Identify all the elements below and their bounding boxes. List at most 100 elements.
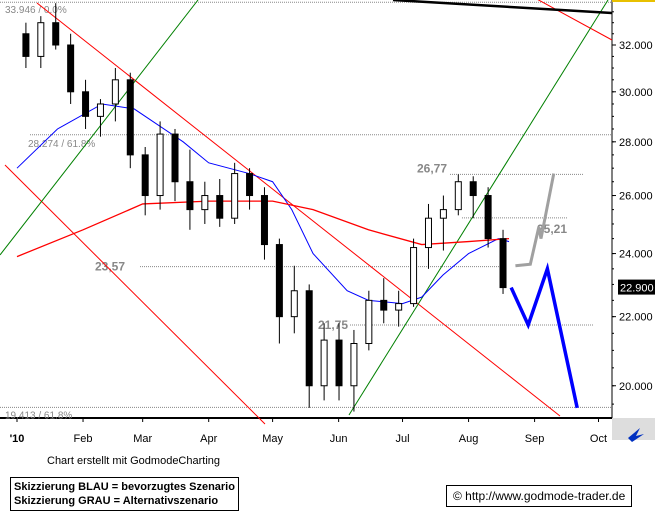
candle [171, 128, 179, 202]
candle [141, 147, 149, 216]
candle-body [320, 339, 328, 387]
candle [454, 174, 462, 216]
candle [424, 203, 432, 269]
copyright-link[interactable]: © http://www.godmode-trader.de [446, 485, 633, 507]
candle [410, 238, 418, 307]
candle [231, 162, 239, 224]
candle-body [380, 299, 388, 311]
candle-body [82, 91, 90, 117]
candle [439, 195, 447, 251]
level-label: 33.946 / 0.0% [5, 5, 67, 16]
candle-body [156, 133, 164, 197]
scenario-blue-path [509, 262, 579, 409]
candle-body [22, 33, 30, 57]
level-label: 21,75 [318, 318, 348, 332]
candle [156, 121, 164, 210]
chart-credit: Chart erstellt mit GodmodeCharting [47, 455, 221, 467]
legend-blue: Skizzierung BLAU = bevorzugtes Szenario [14, 481, 235, 493]
candle-body [395, 303, 403, 311]
y-tick-label: 30.000 [619, 87, 653, 99]
candle [395, 290, 403, 327]
y-tick-label: 26.000 [619, 191, 653, 203]
candle-body [275, 244, 283, 318]
candle-body [126, 79, 134, 156]
trend-line [537, 0, 613, 41]
x-tick-label: Jul [395, 433, 409, 445]
x-tick-label: Sep [525, 433, 545, 445]
candle-body [186, 181, 194, 211]
moving-average-line [16, 200, 510, 258]
candle [335, 323, 343, 401]
candle-body [290, 290, 298, 318]
level-label: 23,57 [95, 260, 125, 274]
candle [320, 323, 328, 401]
y-tick-label: 28.000 [619, 137, 653, 149]
candle-body [335, 339, 343, 387]
candle [275, 238, 283, 344]
candle [469, 176, 477, 219]
candle-body [410, 247, 418, 305]
candle [22, 22, 30, 69]
candle-body [52, 22, 60, 46]
level-label: 19.413 / 61.8% [5, 410, 72, 421]
last-price-label: 22.900 [620, 283, 654, 295]
candle-body [96, 103, 104, 117]
candle-body [365, 299, 373, 345]
candle [126, 72, 134, 169]
x-tick-label: May [262, 433, 283, 445]
candle-body [201, 195, 209, 211]
candle [37, 16, 45, 69]
trend-line [0, 0, 199, 256]
scenario-grey-path [515, 173, 556, 268]
x-tick-label: Aug [459, 433, 479, 445]
y-tick-label: 22.000 [619, 312, 653, 324]
candle [52, 3, 60, 50]
candle-body [454, 181, 462, 211]
trend-line [392, 0, 613, 15]
candle-body [424, 217, 432, 249]
candle [216, 178, 224, 227]
price-chart: 20.000 22.000 24.000 26.000 28.000 30.000 32.0… [0, 0, 655, 445]
candle [260, 187, 268, 260]
scenario-legend: Skizzierung BLAU = bevorzugtes Szenario … [10, 477, 239, 511]
x-tick-label: Oct [590, 433, 607, 445]
candle [82, 79, 90, 129]
candle-body [305, 290, 313, 387]
candle [380, 278, 388, 324]
candle-body [246, 173, 254, 197]
last-price-badge [618, 279, 655, 295]
candle [290, 265, 298, 334]
x-tick-label: '10 [10, 433, 25, 445]
level-label: 26,77 [417, 161, 447, 175]
candle [67, 33, 75, 104]
candle-body [350, 343, 358, 387]
candle [350, 329, 358, 412]
candle-body [67, 44, 75, 93]
legend-grey: Skizzierung GRAU = Alternativszenario [14, 495, 219, 507]
candle-body [37, 22, 45, 57]
candle [246, 168, 254, 210]
candle [365, 290, 373, 351]
candle [305, 284, 313, 408]
x-tick-label: Feb [74, 433, 93, 445]
y-tick-label: 20.000 [619, 381, 653, 393]
candle-body [171, 133, 179, 183]
candle-body [111, 79, 119, 105]
candle-body [484, 195, 492, 240]
corner-button [612, 418, 655, 440]
candle [111, 68, 119, 122]
candle-body [499, 238, 507, 289]
y-tick-label: 24.000 [619, 249, 653, 261]
x-tick-label: Mar [133, 433, 152, 445]
x-tick-label: Jun [330, 433, 348, 445]
trend-line [36, 2, 561, 417]
flag-icon [628, 428, 644, 442]
candle-body [260, 195, 268, 246]
candle-body [141, 154, 149, 197]
candle [186, 149, 194, 230]
x-tick-label: Apr [200, 433, 217, 445]
level-label: 28.274 / 61.8% [28, 139, 95, 150]
candle [499, 229, 507, 294]
candle-body [231, 173, 239, 219]
